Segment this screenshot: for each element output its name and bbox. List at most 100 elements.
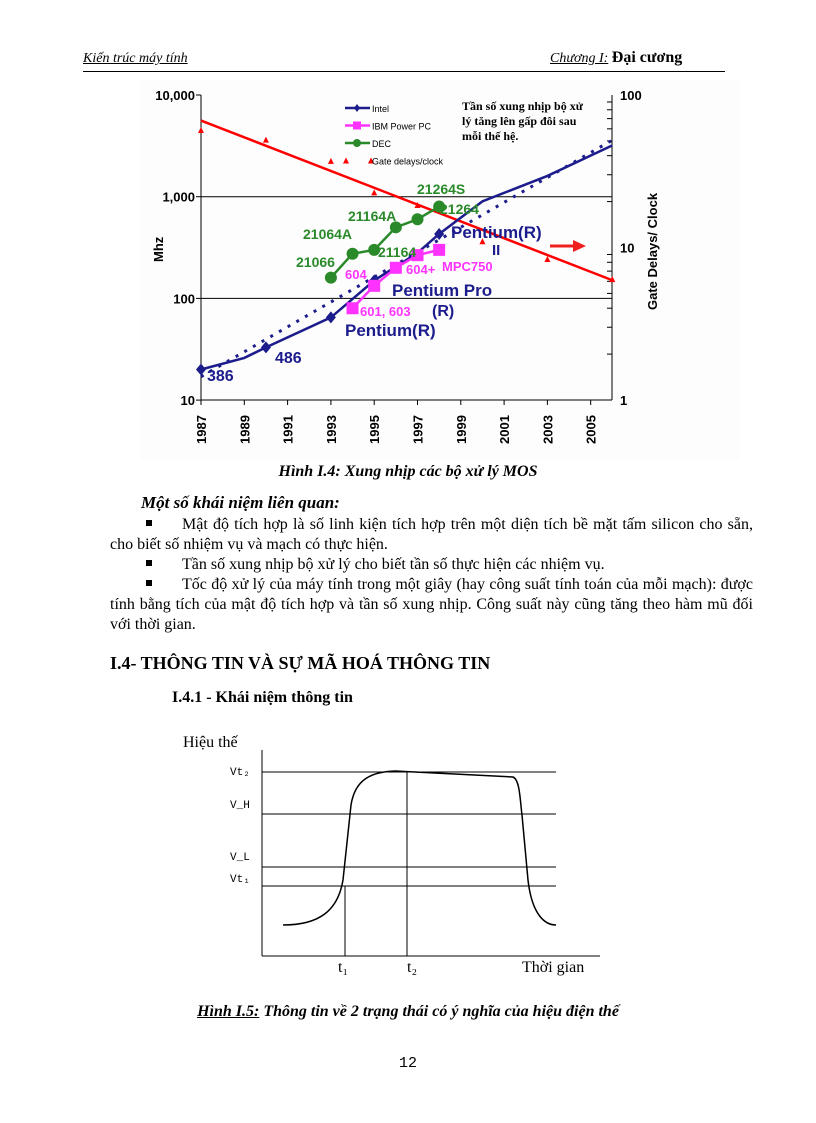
data-label: 21264S (417, 181, 465, 197)
data-label: II (492, 242, 500, 259)
x-tick-label: 2001 (497, 415, 512, 444)
x-tick-label: 1993 (324, 415, 339, 444)
legend-label: DEC (372, 139, 392, 149)
data-label: Pentium(R) (345, 321, 436, 340)
page-number: 12 (398, 1055, 417, 1072)
legend-marker (354, 104, 360, 112)
gate-delay-point (198, 126, 204, 133)
y2-tick-label: 10 (620, 241, 634, 256)
gate-delay-point (414, 201, 421, 208)
header-chapter-title: Đại cương (611, 49, 683, 66)
gate-delay-point (479, 238, 486, 245)
intel-point (434, 227, 445, 240)
subsection-heading: I.4.1 - Khái niệm thông tin (172, 689, 353, 706)
ibm-powerpc-point (368, 279, 381, 292)
gate-delay-trend-line (200, 119, 613, 282)
ibm-powerpc-point (411, 249, 424, 262)
bullet-icon (146, 560, 152, 566)
concepts-title: Một số khái niệm liên quan: (141, 493, 340, 512)
data-label: 21066 (296, 254, 335, 270)
figure2-caption: Hình I.5: Thông tin về 2 trạng thái có ý… (197, 1003, 619, 1020)
data-label: 386 (207, 368, 234, 385)
gate-delay-point (371, 189, 378, 196)
voltage-curve (282, 770, 557, 926)
x-tick-label: 2003 (540, 415, 555, 444)
figure1-caption: Hình I.4: Xung nhịp các bộ xử lý MOS (278, 463, 538, 480)
ibm-powerpc-point (389, 261, 402, 274)
dec-point (324, 271, 337, 284)
legend-marker (353, 121, 361, 130)
intel-point (260, 341, 271, 354)
concept-item: Tốc độ xử lý của máy tính trong một giây… (110, 576, 753, 633)
data-label: 21164 (378, 244, 416, 260)
x-tick-label: 1989 (237, 415, 252, 444)
x-tick-label: 1999 (454, 415, 469, 444)
chart-annotation: Tần số xung nhịp bộ xử (462, 99, 584, 113)
gate-delay-point (609, 276, 616, 283)
bullet-icon (146, 520, 152, 526)
gate-delay-point (544, 256, 551, 263)
y2-tick-label: 100 (620, 88, 642, 103)
section-heading: I.4- THÔNG TIN VÀ SỰ MÃ HOÁ THÔNG TIN (110, 653, 491, 673)
chart-annotation: lý tăng lên gấp đôi sau (462, 114, 577, 128)
data-label: 21264 (440, 201, 479, 217)
vt2-label: Vt₂ (230, 767, 250, 779)
y-tick-label: 10 (181, 393, 195, 408)
x-axis-label: Thời gian (522, 959, 584, 976)
data-label: MPC750 (442, 259, 493, 274)
gate-delay-point (262, 136, 269, 143)
x-tick-label: 1987 (194, 415, 209, 444)
y-tick-label: 100 (173, 291, 195, 306)
y-tick-label: 10,000 (155, 88, 195, 103)
vt1-label: Vt₁ (230, 874, 250, 886)
concept-item: Tần số xung nhịp bộ xử lý cho biết tần s… (110, 555, 753, 575)
ibm-powerpc-point (346, 302, 359, 315)
intel-point (325, 311, 336, 324)
chart-annotation: mỗi thế hệ. (462, 129, 518, 143)
t2-label: t₂ (407, 959, 417, 976)
legend-label: IBM Power PC (372, 122, 432, 132)
data-label: Pentium Pro (392, 281, 492, 300)
x-tick-label: 1997 (411, 415, 426, 444)
t1-label: t₁ (338, 959, 348, 976)
dec-point (389, 221, 402, 234)
x-tick-label: 1995 (367, 415, 382, 444)
data-label: Pentium(R) (451, 223, 542, 242)
legend-marker (353, 139, 361, 147)
data-label: 21164A (348, 208, 396, 224)
header-chapter-number: Chương I: (550, 51, 609, 66)
header-chapter: Chương I: Đại cương (550, 49, 682, 67)
red-arrow-head-icon (573, 240, 586, 252)
legend-marker (343, 157, 349, 164)
header-book-title: Kiến trúc máy tính (83, 51, 188, 66)
gate-delay-point (327, 157, 334, 164)
dec-point (368, 243, 381, 256)
data-label: 601, 603 (360, 304, 411, 319)
data-label: 604 (345, 267, 367, 282)
data-label: 486 (275, 350, 302, 367)
y2-axis-title: Gate Delays/ Clock (645, 192, 660, 310)
bullet-icon (146, 580, 152, 586)
clock-speed-chart: 10 100 1,000 10,000 1 10 100 1987 1989 1991 1993 19… (140, 80, 740, 460)
y-tick-label: 1,000 (162, 190, 195, 205)
chart-background (140, 80, 740, 460)
dec-point (433, 200, 446, 213)
concept-item: Mật độ tích hợp là số linh kiện tích hợp… (110, 516, 753, 553)
legend-label: Gate delays/clock (372, 157, 444, 167)
legend-marker (368, 157, 374, 164)
x-tick-label: 2005 (584, 415, 599, 444)
legend-label: Intel (372, 104, 389, 114)
dec-point (411, 213, 424, 226)
voltage-diagram: Hiệu thế Thời gian t₁ t₂ Vt₂ V_H V_L Vt₁ (183, 734, 600, 976)
y-axis-title: Mhz (151, 236, 166, 262)
concepts-list: Mật độ tích hợp là số linh kiện tích hợp… (110, 515, 753, 635)
vl-label: V_L (230, 852, 250, 864)
intel-point (196, 363, 206, 376)
header-divider (83, 71, 725, 72)
data-label: 604+ (406, 262, 436, 277)
data-label: (R) (432, 303, 454, 320)
data-label: 21064A (303, 226, 352, 242)
y2-tick-label: 1 (620, 393, 627, 408)
dec-point (346, 247, 359, 260)
